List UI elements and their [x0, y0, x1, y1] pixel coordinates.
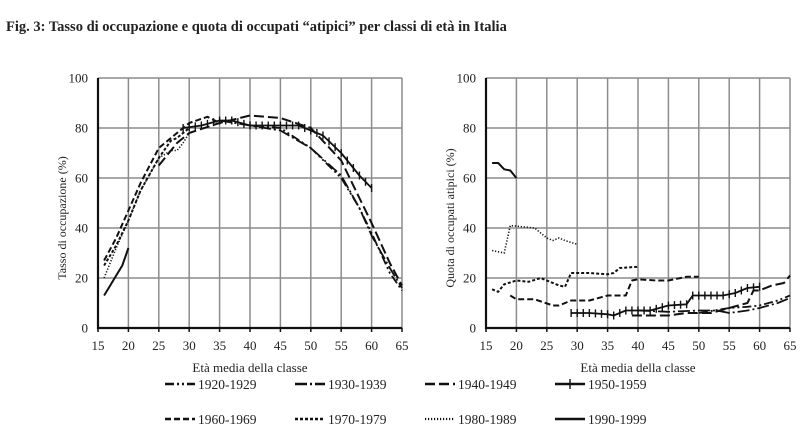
series-line [249, 124, 403, 292]
y-tick-label: 100 [69, 71, 89, 86]
x-tick-label: 60 [753, 338, 766, 353]
series-1930-1939 [219, 119, 403, 289]
legend: 1920-1929 1930-1939 1940-1949 1950-1959 1960… [165, 377, 647, 427]
series-line [103, 247, 130, 297]
legend-item-1970-1979: 1970-1979 [295, 412, 387, 427]
series-1980-1989 [491, 224, 578, 254]
y-tick-label: 80 [75, 121, 88, 136]
x-tick-label: 55 [723, 338, 736, 353]
series-1990-1999 [103, 247, 130, 297]
x-tick-label: 60 [365, 338, 378, 353]
x-axis-label: Età media della classe [580, 360, 695, 375]
x-tick-label: 30 [183, 338, 196, 353]
legend-label: 1990-1999 [588, 412, 647, 427]
series-1960-1969 [509, 275, 699, 307]
x-tick-label: 35 [601, 338, 614, 353]
legend-label: 1950-1959 [588, 377, 647, 392]
y-axis-label: Quota di occupati atipici (%) [443, 148, 457, 287]
x-tick-label: 45 [662, 338, 675, 353]
y-tick-label: 100 [457, 71, 477, 86]
x-tick-label: 15 [480, 338, 493, 353]
series-line [103, 115, 221, 261]
y-tick-label: 60 [463, 171, 476, 186]
series-line [219, 119, 403, 289]
legend-label: 1970-1979 [328, 412, 387, 427]
y-axis-label: Tasso di occupazione (%) [55, 156, 69, 279]
legend-label: 1930-1939 [328, 377, 387, 392]
legend-label: 1920-1929 [198, 377, 257, 392]
series-1940-1949 [158, 114, 403, 286]
series-1990-1999 [492, 162, 518, 179]
y-tick-label: 0 [82, 321, 89, 336]
series-1970-1979 [103, 127, 190, 267]
x-tick-label: 45 [274, 338, 287, 353]
series-line [491, 265, 639, 293]
series-line [509, 275, 699, 307]
y-tick-label: 0 [470, 321, 477, 336]
y-tick-label: 40 [463, 221, 476, 236]
legend-label: 1940-1949 [458, 377, 517, 392]
x-tick-label: 15 [92, 338, 105, 353]
series-line [492, 162, 518, 179]
series-1920-1929 [249, 124, 403, 292]
legend-label: 1960-1969 [198, 412, 257, 427]
legend-item-1940-1949: 1940-1949 [425, 377, 517, 392]
figure-title: Fig. 3: Tasso di occupazione e quota di … [6, 19, 508, 35]
series-line [637, 297, 791, 314]
y-tick-label: 20 [75, 271, 88, 286]
y-tick-label: 60 [75, 171, 88, 186]
series-1940-1949 [631, 274, 791, 317]
series-line [103, 127, 190, 267]
series-line [631, 274, 791, 317]
y-tick-label: 80 [463, 121, 476, 136]
legend-item-1980-1989: 1980-1989 [425, 412, 517, 427]
x-tick-label: 40 [244, 338, 257, 353]
x-tick-label: 40 [632, 338, 645, 353]
series-1960-1969 [103, 115, 221, 261]
x-tick-label: 30 [571, 338, 584, 353]
x-tick-label: 50 [304, 338, 317, 353]
series-line [103, 132, 190, 279]
series-line [158, 114, 403, 286]
x-axis-label: Età media della classe [192, 360, 307, 375]
legend-item-1930-1939: 1930-1939 [295, 377, 387, 392]
chart-panel-1: 15 20 25 30 35 40 45 50 55 60 65 0 20 40 60 80 100 Età me… [55, 71, 409, 376]
legend-item-1990-1999: 1990-1999 [555, 412, 647, 427]
x-tick-label: 50 [692, 338, 705, 353]
series-line [491, 224, 578, 254]
series-1950-1959 [570, 282, 761, 320]
x-tick-label: 25 [540, 338, 553, 353]
series-1930-1939 [637, 297, 791, 314]
x-tick-label: 55 [335, 338, 348, 353]
y-tick-label: 20 [463, 271, 476, 286]
y-tick-label: 40 [75, 221, 88, 236]
series-1980-1989 [103, 132, 190, 279]
legend-label: 1980-1989 [458, 412, 517, 427]
legend-item-1920-1929: 1920-1929 [165, 377, 257, 392]
legend-item-1960-1969: 1960-1969 [165, 412, 257, 427]
x-tick-label: 65 [784, 338, 797, 353]
chart-panel-2: 15 20 25 30 35 40 45 50 55 60 65 0 20 40 60 80 100 Età me… [443, 71, 797, 376]
x-tick-label: 20 [510, 338, 523, 353]
x-tick-label: 20 [122, 338, 135, 353]
series-1970-1979 [491, 265, 639, 293]
legend-item-1950-1959: 1950-1959 [555, 377, 647, 392]
x-tick-label: 35 [213, 338, 226, 353]
x-tick-label: 65 [396, 338, 409, 353]
x-tick-label: 25 [152, 338, 165, 353]
